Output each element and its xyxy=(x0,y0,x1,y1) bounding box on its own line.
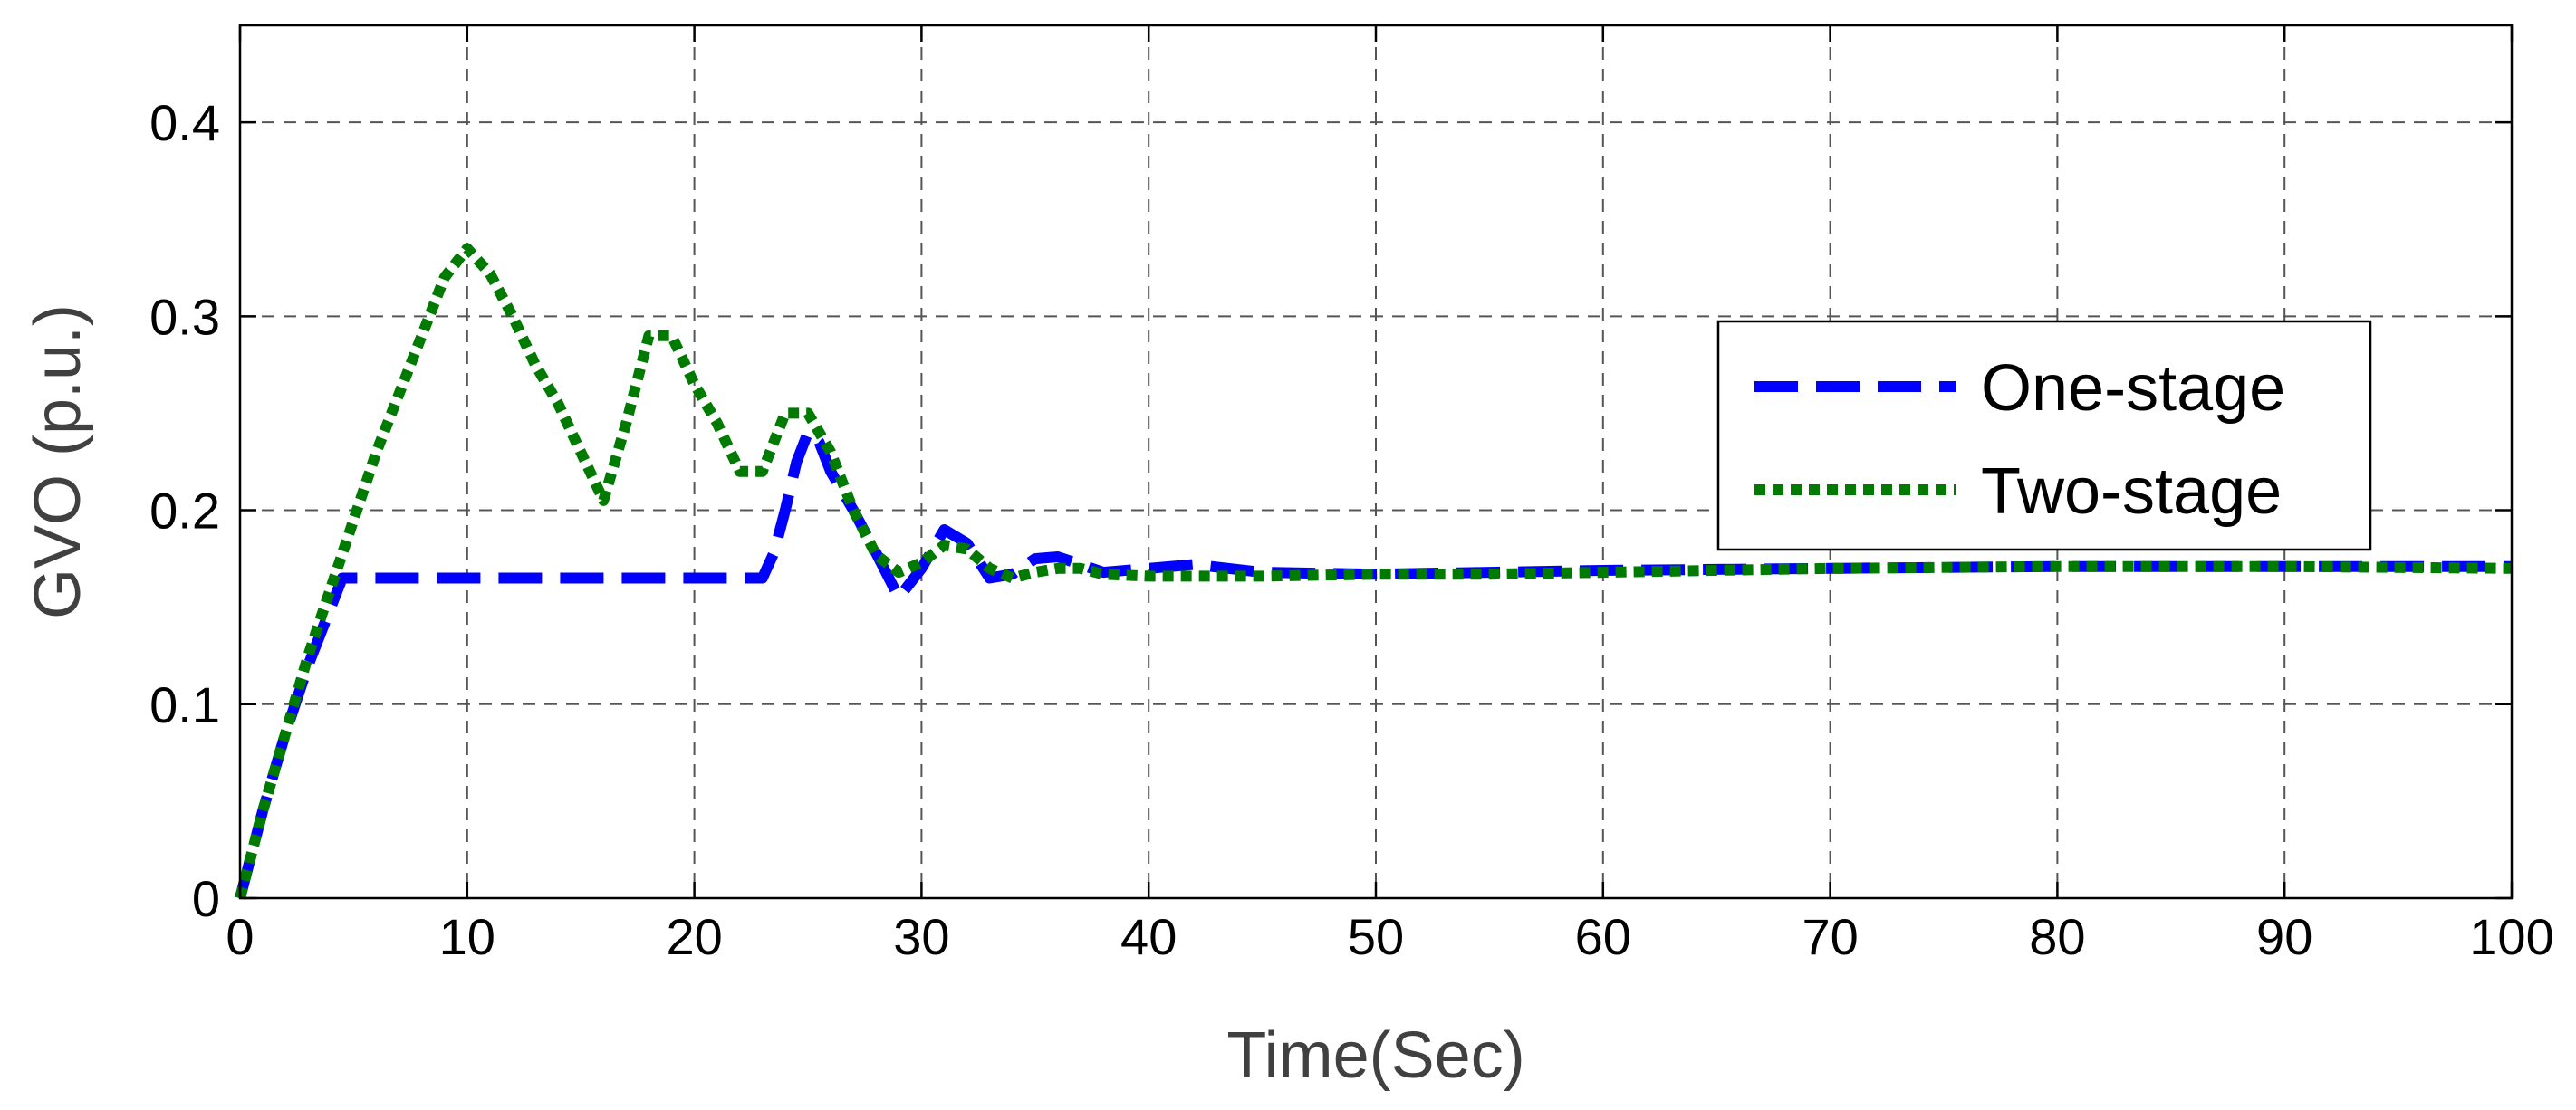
series-line-one-stage xyxy=(235,426,2512,900)
x-tick-label: 90 xyxy=(2256,908,2312,965)
x-tick-label: 60 xyxy=(1575,908,1631,965)
x-tick-label: 70 xyxy=(1802,908,1858,965)
y-tick-label: 0.2 xyxy=(149,483,220,540)
legend-box xyxy=(1716,320,2372,551)
series-line-two-stage xyxy=(235,243,2513,900)
x-tick-label: 0 xyxy=(226,908,254,965)
data-series xyxy=(235,243,2513,900)
x-tick-label: 30 xyxy=(893,908,949,965)
legend-label: Two-stage xyxy=(1981,455,2282,528)
y-tick-label: 0.4 xyxy=(149,94,220,151)
y-tick-label: 0.3 xyxy=(149,288,220,345)
axis-ticks: 0 10 20 30 40 50 60 70 80 90 100 0 0.1 0.2 0.3 0.4 xyxy=(149,25,2554,965)
x-axis-label: Time(Sec) xyxy=(1226,1019,1524,1092)
x-tick-label: 40 xyxy=(1120,908,1177,965)
x-tick-label: 50 xyxy=(1348,908,1404,965)
legend-label: One-stage xyxy=(1981,352,2285,425)
y-axis-label: GVO (p.u.) xyxy=(22,304,94,619)
x-tick-label: 10 xyxy=(439,908,495,965)
x-tick-label: 100 xyxy=(2469,908,2553,965)
y-tick-label: 0.1 xyxy=(149,676,220,733)
x-tick-label: 80 xyxy=(2029,908,2085,965)
x-tick-label: 20 xyxy=(666,908,722,965)
legend: One-stage Two-stage xyxy=(1716,320,2372,551)
y-tick-label: 0 xyxy=(192,870,220,927)
